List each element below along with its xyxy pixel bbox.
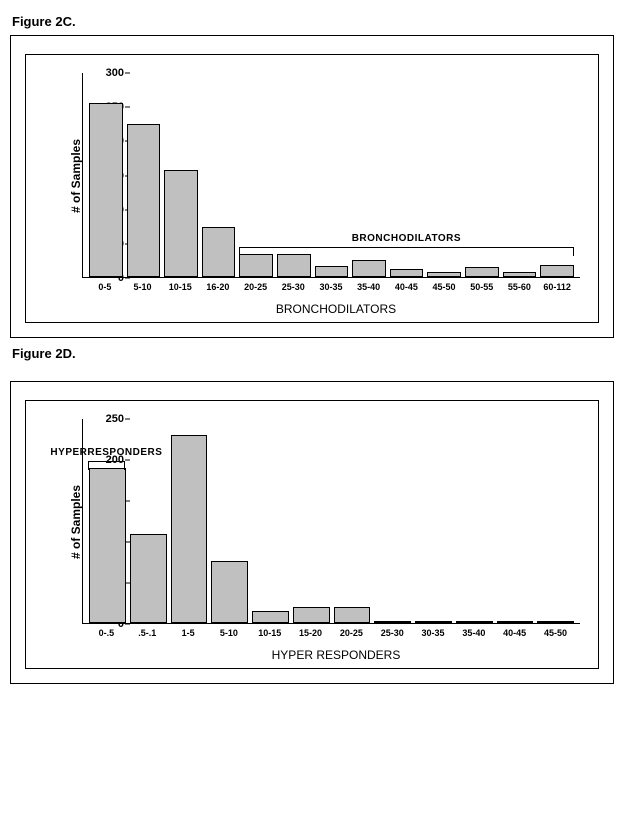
figure-d-bracket: [88, 461, 125, 470]
figure-c-chart: # of Samples 050100150200250300 BRONCHOD…: [25, 54, 599, 323]
x-tick-label: 55-60: [503, 282, 537, 292]
x-tick-label: 35-40: [352, 282, 386, 292]
figure-d-plot: # of Samples 050100150200250 HYPERRESPON…: [82, 419, 590, 624]
bar: [334, 607, 371, 623]
figure-c-plot: # of Samples 050100150200250300 BRONCHOD…: [82, 73, 590, 278]
x-tick-label: 50-55: [465, 282, 499, 292]
x-tick-label: 40-45: [390, 282, 424, 292]
x-tick-label: 25-30: [374, 628, 411, 638]
bar: [293, 607, 330, 623]
x-tick-label: 10-15: [251, 628, 288, 638]
bar: [252, 611, 289, 623]
bar: [211, 561, 248, 623]
bar: [537, 621, 574, 623]
bar: [390, 269, 424, 277]
figure-d-ylabel: # of Samples: [69, 484, 83, 558]
figure-c-bracket: [239, 247, 574, 256]
x-tick-label: 45-50: [427, 282, 461, 292]
figure-c-panel: # of Samples 050100150200250300 BRONCHOD…: [10, 35, 614, 338]
bar: [352, 260, 386, 277]
bar: [127, 124, 161, 277]
figure-c-bracket-label: BRONCHODILATORS: [352, 233, 461, 244]
x-tick-label: 60-112: [540, 282, 574, 292]
x-tick-label: 15-20: [292, 628, 329, 638]
figure-c-title: Figure 2C.: [12, 14, 614, 29]
figure-d-xlabel: HYPER RESPONDERS: [82, 648, 590, 662]
bar: [239, 254, 273, 277]
bar: [89, 468, 126, 623]
figure-d-title: Figure 2D.: [12, 346, 614, 361]
x-tick-label: 16-20: [201, 282, 235, 292]
bar: [277, 254, 311, 277]
bar: [503, 272, 537, 277]
x-tick-label: 30-35: [314, 282, 348, 292]
x-tick-label: 40-45: [496, 628, 533, 638]
x-tick-label: 30-35: [415, 628, 452, 638]
bar: [164, 170, 198, 277]
figure-d-chart: # of Samples 050100150200250 HYPERRESPON…: [25, 400, 599, 669]
x-tick-label: 45-50: [537, 628, 574, 638]
x-tick-label: 5-10: [126, 282, 160, 292]
figure-d-panel: # of Samples 050100150200250 HYPERRESPON…: [10, 381, 614, 684]
bar: [130, 534, 167, 623]
x-tick-label: 1-5: [170, 628, 207, 638]
bar: [540, 265, 574, 277]
x-tick-label: 20-25: [239, 282, 273, 292]
x-tick-label: 25-30: [276, 282, 310, 292]
bar: [315, 266, 349, 277]
figure-c-ylabel: # of Samples: [69, 138, 83, 212]
bar: [202, 227, 236, 277]
x-tick-label: 10-15: [163, 282, 197, 292]
figure-d-bracket-label: HYPERRESPONDERS: [50, 447, 162, 458]
bar: [497, 621, 534, 623]
x-tick-label: 20-25: [333, 628, 370, 638]
x-tick-label: 35-40: [455, 628, 492, 638]
x-tick-label: 5-10: [210, 628, 247, 638]
bar: [89, 103, 123, 277]
bar: [415, 621, 452, 623]
figure-c-xlabel: BRONCHODILATORS: [82, 302, 590, 316]
bar: [465, 267, 499, 277]
bar: [374, 621, 411, 623]
figure-d-xticks: 0-.5.5-.11-55-1010-1515-2020-2525-3030-3…: [82, 624, 580, 638]
x-tick-label: .5-.1: [129, 628, 166, 638]
bar: [427, 272, 461, 277]
bar: [456, 621, 493, 623]
figure-c-xticks: 0-55-1010-1516-2020-2525-3030-3535-4040-…: [82, 278, 580, 292]
bar: [171, 435, 208, 623]
